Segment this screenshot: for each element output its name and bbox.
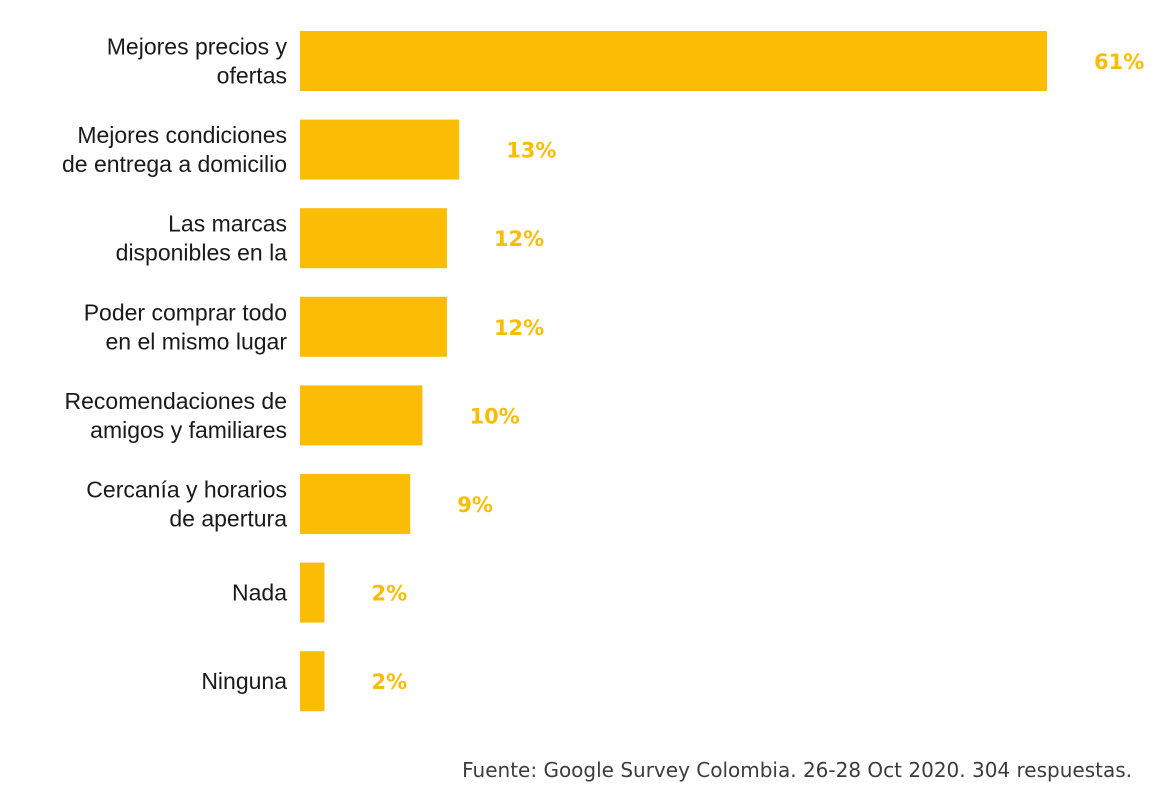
bar xyxy=(300,208,447,269)
category-label: en el mismo lugar xyxy=(105,328,287,354)
bar xyxy=(300,651,325,712)
value-label: 10% xyxy=(469,404,519,428)
category-label: Mejores condiciones xyxy=(77,122,287,148)
category-label: Nada xyxy=(232,580,287,606)
value-label: 2% xyxy=(371,670,407,694)
category-label: Cercanía y horarios xyxy=(86,477,287,503)
bar xyxy=(300,296,447,357)
bar xyxy=(300,474,411,534)
category-label: Las marcas xyxy=(168,211,287,237)
bar xyxy=(300,119,460,180)
category-label: de apertura xyxy=(169,506,287,532)
value-label: 61% xyxy=(1094,50,1144,74)
category-label: disponibles en la xyxy=(116,240,288,266)
bar xyxy=(300,385,423,446)
bar xyxy=(300,562,325,623)
category-label: amigos y familiares xyxy=(90,417,287,443)
category-label: Ninguna xyxy=(201,668,287,694)
category-label: ofertas xyxy=(217,63,287,89)
value-label: 12% xyxy=(494,316,544,340)
source-note: Fuente: Google Survey Colombia. 26-28 Oc… xyxy=(462,758,1132,782)
value-label: 12% xyxy=(494,227,544,251)
category-label: Recomendaciones de xyxy=(65,388,287,414)
category-label: Poder comprar todo xyxy=(84,299,287,325)
bar xyxy=(300,31,1047,91)
value-label: 13% xyxy=(506,139,556,163)
category-label: Mejores precios y xyxy=(107,34,288,60)
value-label: 2% xyxy=(371,582,407,606)
value-label: 9% xyxy=(457,493,493,517)
bar-chart: 61% Mejores precios y ofertas 13% Mejores co… xyxy=(62,31,1144,712)
category-label: de entrega a domicilio xyxy=(62,151,287,177)
